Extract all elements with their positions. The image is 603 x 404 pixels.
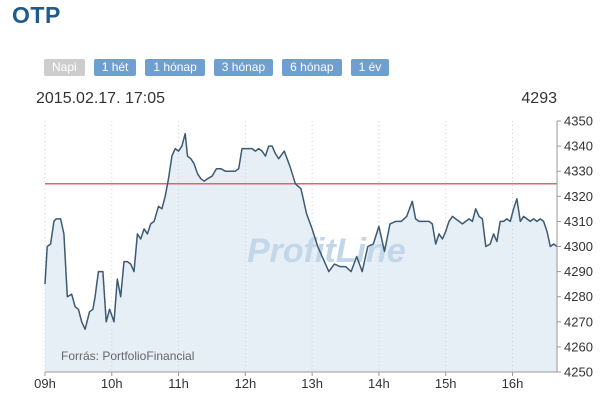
y-tick-label: 4350 [564, 114, 593, 129]
x-tick-label: 15h [435, 376, 457, 391]
x-tick-label: 14h [368, 376, 390, 391]
x-tick-label: 09h [34, 376, 56, 391]
x-tick-label: 12h [234, 376, 256, 391]
tab-1-year[interactable]: 1 év [350, 59, 390, 76]
tab-1-week[interactable]: 1 hét [93, 59, 137, 76]
y-tick-label: 4290 [564, 264, 593, 279]
y-tick-label: 4310 [564, 214, 593, 229]
last-value: 4293 [521, 90, 557, 107]
y-tick-label: 4270 [564, 314, 593, 329]
x-tick-label: 13h [301, 376, 323, 391]
timestamp: 2015.02.17. 17:05 [36, 90, 166, 107]
y-tick-label: 4300 [564, 239, 593, 254]
y-tick-label: 4340 [564, 139, 593, 154]
period-tabs: Napi 1 hét 1 hónap 3 hónap 6 hónap 1 év [44, 59, 398, 76]
y-tick-label: 4330 [564, 164, 593, 179]
y-tick-label: 4280 [564, 289, 593, 304]
series-line [44, 132, 558, 331]
x-tick-label: 16h [502, 376, 524, 391]
y-tick-label: 4320 [564, 189, 593, 204]
tab-1-month[interactable]: 1 hónap [145, 59, 205, 76]
tab-daily[interactable]: Napi [44, 59, 85, 76]
page-title: OTP [12, 2, 61, 28]
tab-3-months[interactable]: 3 hónap [213, 59, 274, 76]
y-tick-label: 4250 [564, 365, 593, 380]
x-tick-label: 11h [168, 376, 189, 391]
y-tick-label: 4260 [564, 339, 593, 354]
tab-6-months[interactable]: 6 hónap [282, 59, 342, 76]
x-tick-label: 10h [101, 376, 123, 391]
watermark: ProfitLine [247, 232, 406, 270]
source-note: Forrás: PortfolioFinancial [61, 349, 194, 363]
series-area [45, 133, 557, 372]
